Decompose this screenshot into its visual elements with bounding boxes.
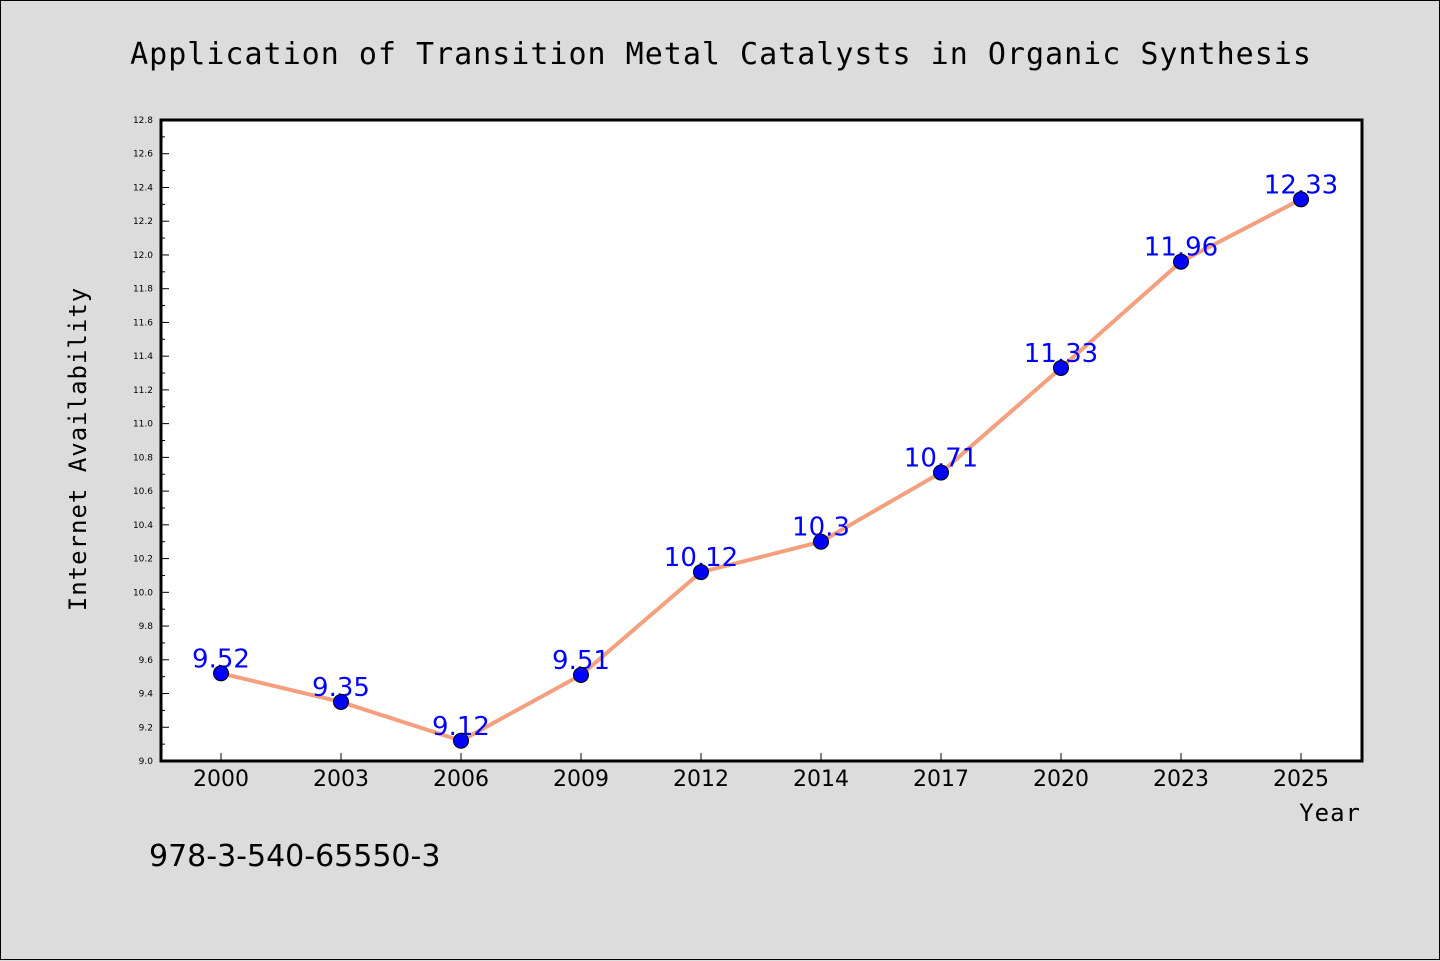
data-point [213, 665, 229, 682]
x-tick-label: 2003 [313, 767, 369, 792]
x-tick-label: 2025 [1273, 767, 1329, 792]
y-tick-label: 12.2 [133, 217, 153, 227]
chart-title: Application of Transition Metal Catalyst… [130, 37, 1312, 72]
y-tick-label: 10.6 [133, 487, 153, 497]
data-point [333, 693, 349, 710]
y-tick-label: 9.2 [139, 723, 153, 733]
y-axis: 9.0 9.2 9.4 9.6 9.8 10.0 10.2 10.4 10.6 10.8 11.0 1… [133, 116, 169, 767]
y-tick-label: 12.4 [133, 183, 153, 193]
x-tick-label: 2014 [793, 767, 849, 792]
x-tick-label: 2009 [553, 767, 609, 792]
y-tick-label: 11.4 [133, 352, 153, 362]
y-tick-label: 11.6 [133, 318, 153, 328]
y-tick-label: 9.4 [139, 690, 154, 700]
data-point [1173, 253, 1189, 270]
isbn-text: 978-3-540-65550-3 [149, 839, 440, 874]
series-line [220, 197, 1302, 743]
data-point [573, 666, 589, 683]
y-tick-label: 9.0 [139, 757, 154, 767]
data-point [1293, 191, 1309, 208]
data-point [933, 464, 949, 481]
y-tick-label: 10.4 [133, 521, 153, 531]
y-tick-label: 9.8 [139, 622, 154, 632]
data-point [453, 732, 469, 749]
plot-area [159, 118, 1364, 763]
y-tick-label: 12.6 [133, 150, 153, 160]
series-layer: 9.529.359.129.5110.1210.310.7111.3311.96… [192, 170, 1338, 749]
x-tick-label: 2020 [1033, 767, 1089, 792]
x-tick-label: 2023 [1153, 767, 1209, 792]
y-tick-label: 10.2 [133, 555, 153, 565]
x-tick-label: 2000 [193, 767, 249, 792]
y-axis-label: Internet Availability [64, 287, 92, 611]
y-tick-label: 9.6 [139, 656, 154, 666]
y-tick-label: 10.8 [133, 453, 153, 463]
y-tick-label: 11.0 [133, 420, 153, 430]
data-point [813, 533, 829, 550]
data-point [1053, 359, 1069, 376]
y-tick-label: 12.0 [133, 251, 153, 261]
x-tick-label: 2017 [913, 767, 969, 792]
y-tick-label: 10.0 [133, 588, 153, 598]
data-point [693, 564, 709, 581]
x-axis: 2000 2003 2006 2009 2012 2014 2017 2020 2023 2025 [193, 753, 1329, 792]
x-tick-label: 2012 [673, 767, 729, 792]
y-tick-label: 12.8 [133, 116, 153, 126]
y-tick-label: 11.2 [133, 386, 153, 396]
y-tick-label: 11.8 [133, 285, 153, 295]
x-axis-label: Year [1299, 799, 1361, 827]
x-tick-label: 2006 [433, 767, 489, 792]
